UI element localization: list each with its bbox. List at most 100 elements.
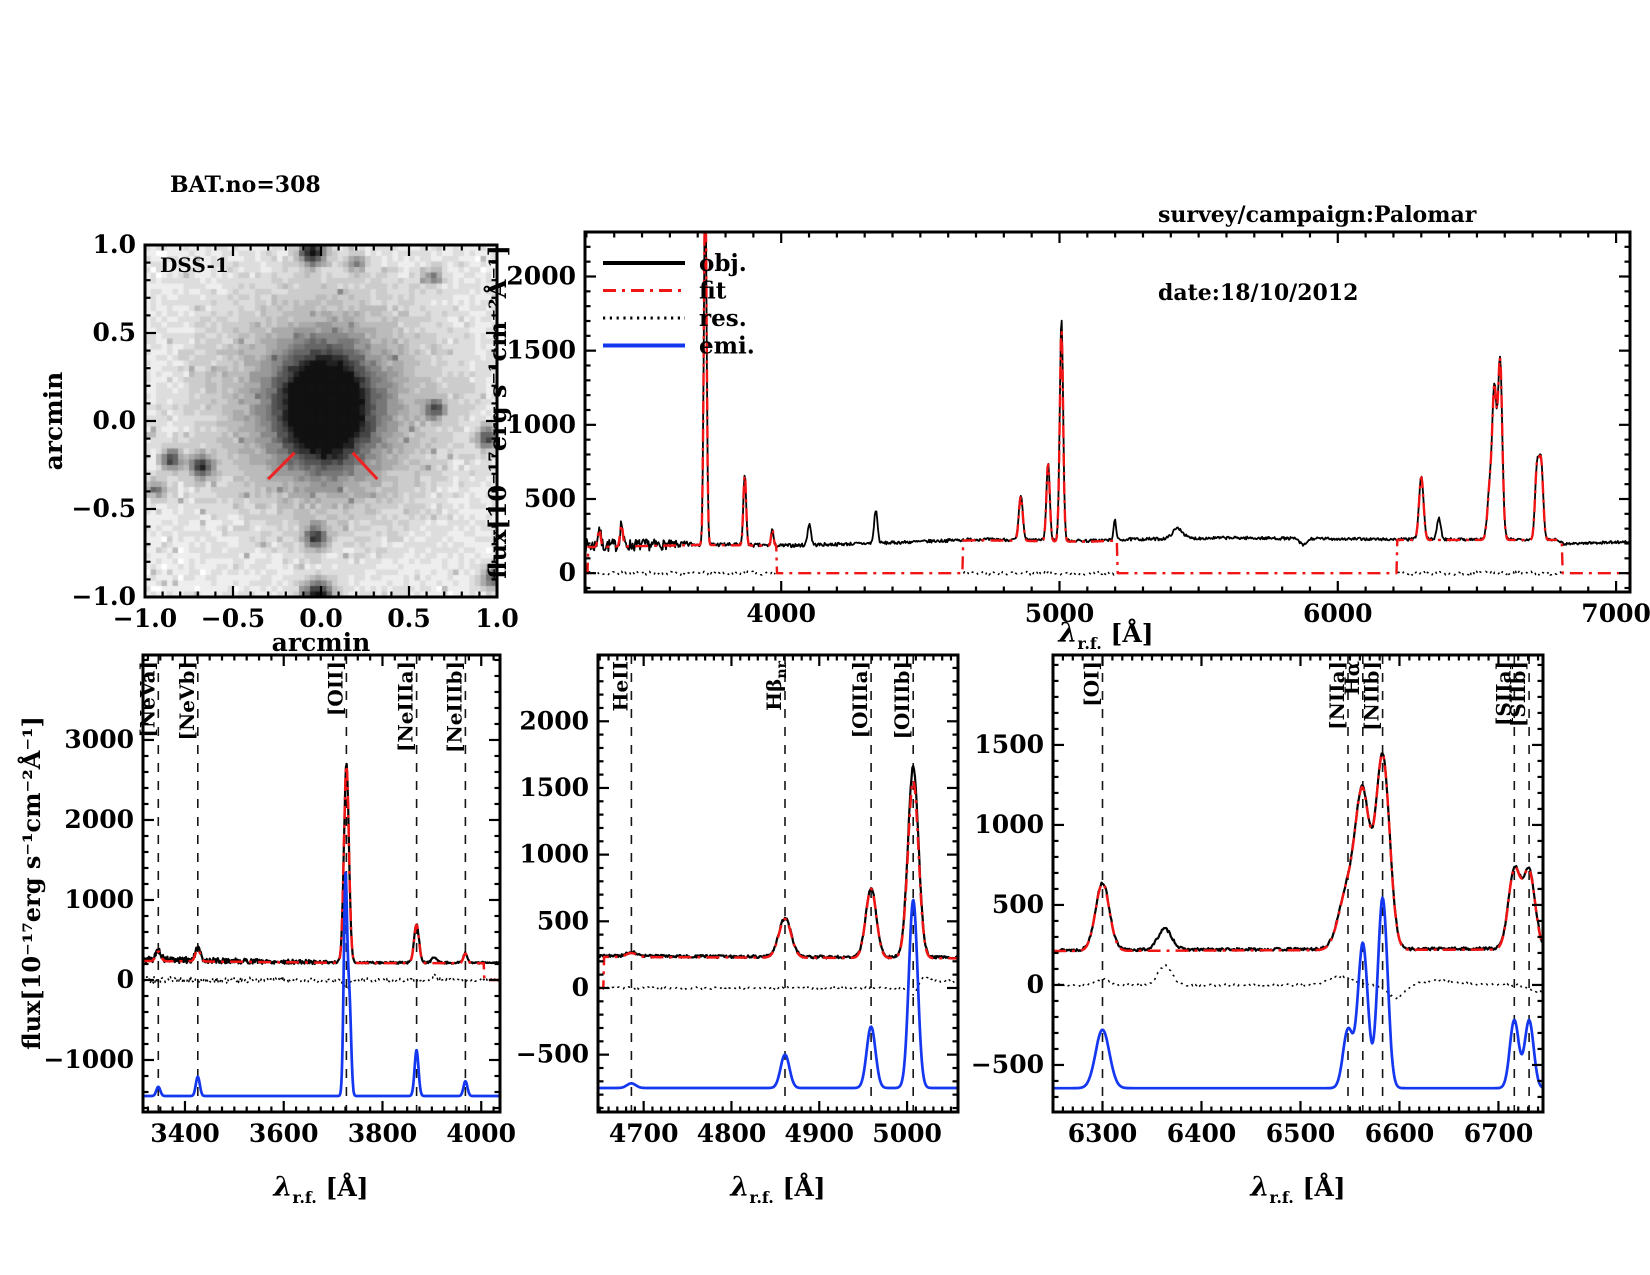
- series-fit-path: [585, 232, 1630, 575]
- emission-line-label: Hα: [1340, 661, 1364, 695]
- series-emi-path: [1053, 896, 1543, 1090]
- legend-label: res.: [699, 305, 747, 332]
- emission-line-label: [NeVb]: [175, 661, 199, 740]
- emission-line-label: [OI]: [1080, 661, 1104, 707]
- survey-info-line: date:18/10/2012: [1158, 280, 1359, 306]
- x-tick-label: 5000: [872, 1119, 942, 1148]
- y-tick-label: −0.5: [72, 494, 136, 523]
- survey-info-block: survey/campaign:Palomar date:18/10/2012: [1158, 150, 1476, 358]
- zoom-green-axis-ticks: [598, 655, 958, 1112]
- survey-info-line: survey/campaign:Palomar: [1158, 202, 1477, 228]
- emission-line-label: [NeVa]: [135, 661, 159, 738]
- wavelength-axis-label: λr.f. [Å]: [729, 1172, 825, 1207]
- x-tick-label: 7000: [1581, 599, 1650, 628]
- series-res-path: [143, 973, 500, 989]
- x-tick-label: 6600: [1365, 1119, 1435, 1148]
- legend-label: obj.: [699, 250, 747, 277]
- y-tick-label: 500: [524, 484, 576, 513]
- series-res-path: [598, 975, 958, 996]
- y-tick-label: 1000: [64, 885, 134, 914]
- x-tick-label: 0.0: [299, 604, 343, 633]
- y-tick-label: 1500: [974, 730, 1044, 759]
- y-tick-label: 1500: [506, 336, 576, 365]
- arcmin-axis-label: arcmin: [272, 628, 371, 657]
- x-tick-label: 4900: [785, 1119, 855, 1148]
- x-tick-label: 6400: [1167, 1119, 1237, 1148]
- y-tick-label: 0: [572, 973, 589, 1002]
- x-tick-label: 6500: [1266, 1119, 1336, 1148]
- y-tick-label: −1000: [43, 1045, 134, 1074]
- y-tick-label: −500: [971, 1050, 1044, 1079]
- wavelength-axis-label: λr.f. [Å]: [1057, 618, 1153, 653]
- legend-label: emi.: [699, 333, 755, 360]
- dss-tick-labels: −1.0 −0.5 0.0 0.5 1.0 −1.0 −0.5 0.0 0.5 1.0: [72, 230, 519, 633]
- y-tick-label: 0.0: [93, 406, 137, 435]
- dss-image-label: DSS-1: [160, 253, 229, 277]
- zoom-green-tick-labels: 4700 4800 4900 5000 −500 0 500 1000 1500 2000: [516, 706, 942, 1148]
- x-tick-label: −0.5: [201, 604, 265, 633]
- y-tick-label: 2000: [519, 706, 589, 735]
- main-spectrum-axis-ticks: [585, 232, 1630, 592]
- slit-marker-line: [267, 451, 296, 481]
- emission-line-label: [NIIb]: [1360, 661, 1384, 731]
- emission-line-label: [OIIIb]: [890, 661, 914, 739]
- arcmin-axis-label: arcmin: [39, 372, 68, 471]
- flux-axis-label: flux[10⁻¹⁷erg s⁻¹cm⁻²Å⁻¹]: [17, 716, 46, 1050]
- series-fit-path: [1053, 752, 1543, 953]
- zoom-red-tick-labels: 6300 6400 6500 6600 6700 −500 0 500 1000 1500: [971, 730, 1533, 1148]
- zoom-green-axes-box: [596, 653, 960, 1114]
- dss-galaxy-image: [145, 245, 497, 597]
- zoom-blue-plot-area: [143, 655, 500, 1112]
- x-tick-label: 1.0: [475, 604, 519, 633]
- emission-line-label: HeII: [608, 661, 632, 711]
- x-tick-label: 4700: [609, 1119, 679, 1148]
- zoom-red-axes-box: [1051, 653, 1545, 1114]
- x-tick-label: 4800: [697, 1119, 767, 1148]
- wavelength-axis-label: λr.f. [Å]: [1249, 1172, 1345, 1207]
- y-tick-label: 0: [117, 965, 134, 994]
- x-tick-label: 3800: [348, 1119, 418, 1148]
- y-tick-label: 1.0: [93, 230, 137, 259]
- x-tick-label: 6000: [1303, 599, 1373, 628]
- object-info-line: BAT.no=308: [170, 172, 321, 198]
- y-tick-label: 1000: [506, 410, 576, 439]
- series-obj-path: [598, 764, 958, 960]
- main-spectrum-plot-area: [585, 232, 1630, 576]
- x-tick-label: 0.5: [387, 604, 431, 633]
- slit-marker-line: [351, 451, 379, 481]
- series-obj-path: [143, 762, 500, 966]
- y-tick-label: 1000: [974, 810, 1044, 839]
- series-res-path: [587, 570, 1562, 576]
- x-tick-label: 6700: [1464, 1119, 1534, 1148]
- x-tick-label: 6300: [1068, 1119, 1138, 1148]
- y-tick-label: 500: [537, 906, 589, 935]
- main-spectrum-axes-box: [583, 230, 1632, 594]
- series-obj-path: [585, 232, 1630, 554]
- zoom-blue-tick-labels: 3400 3600 3800 4000 −1000 0 1000 2000 3000: [43, 725, 516, 1148]
- y-tick-label: 2000: [506, 261, 576, 290]
- y-tick-label: 1000: [519, 840, 589, 869]
- legend-label: fit: [699, 278, 727, 305]
- y-tick-label: 2000: [64, 805, 134, 834]
- wavelength-axis-label: λr.f. [Å]: [272, 1172, 368, 1207]
- series-fit-path: [143, 764, 500, 982]
- series-emi-path: [143, 871, 500, 1098]
- x-tick-label: 3600: [249, 1119, 319, 1148]
- series-fit-path: [598, 779, 958, 990]
- emission-line-label: [NeIIIb]: [442, 661, 466, 753]
- x-tick-label: 4000: [746, 599, 816, 628]
- y-tick-label: −1.0: [72, 582, 136, 611]
- zoom-red-axis-ticks: [1053, 655, 1543, 1112]
- y-tick-label: 0.5: [93, 318, 137, 347]
- y-tick-label: 3000: [64, 725, 134, 754]
- zoom-blue-axis-ticks: [143, 655, 500, 1112]
- y-tick-label: 0: [559, 558, 576, 587]
- y-tick-label: 500: [992, 890, 1044, 919]
- x-tick-label: −1.0: [113, 604, 177, 633]
- emission-line-label: [OIIIa]: [848, 661, 872, 738]
- emission-line-label: [SIIa]: [1491, 661, 1515, 726]
- emission-line-label: [NeIIIa]: [394, 661, 418, 752]
- emission-line-label: [NIIa]: [1325, 661, 1349, 730]
